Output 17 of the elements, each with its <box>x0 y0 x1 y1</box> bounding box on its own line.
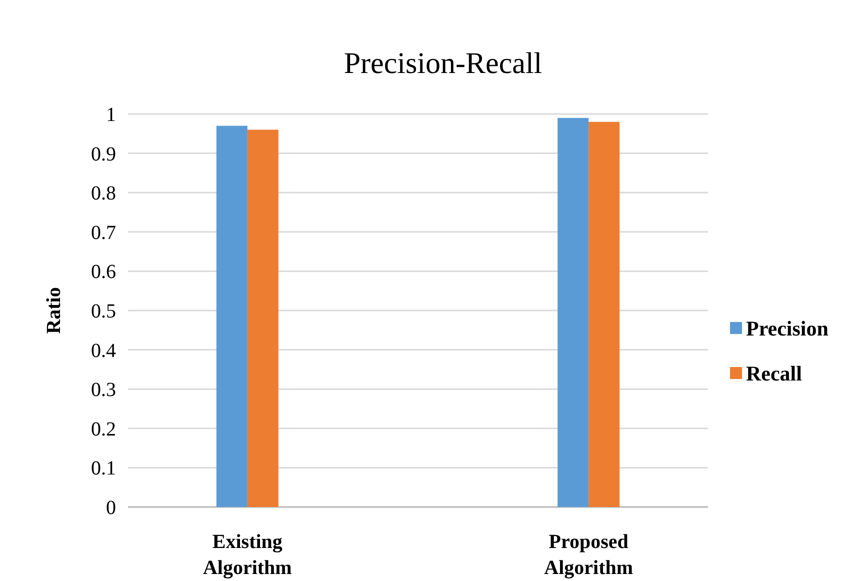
y-tick-label: 1 <box>106 104 116 126</box>
x-tick-label: Existing Algorithm <box>202 531 292 579</box>
y-tick-label: 0.6 <box>91 261 116 284</box>
x-tick-label: Proposed Algorithm <box>544 531 634 579</box>
y-tick-label: 0.3 <box>91 379 116 402</box>
y-tick-label: 0.2 <box>91 418 116 440</box>
y-tick-label: 0.5 <box>91 300 116 322</box>
y-tick-label: 0.9 <box>91 143 116 166</box>
y-axis-title: Ratio <box>43 287 65 334</box>
legend-label: Recall <box>746 361 802 386</box>
y-tick-label: 0.4 <box>91 340 116 362</box>
y-tick-label: 0 <box>106 497 116 519</box>
chart-title: Precision-Recall <box>344 47 542 80</box>
y-tick-label: 0.1 <box>91 458 116 480</box>
legend-label: Precision <box>746 316 829 340</box>
y-tick-label: 0.8 <box>91 182 116 205</box>
y-tick-label: 0.7 <box>91 222 116 244</box>
